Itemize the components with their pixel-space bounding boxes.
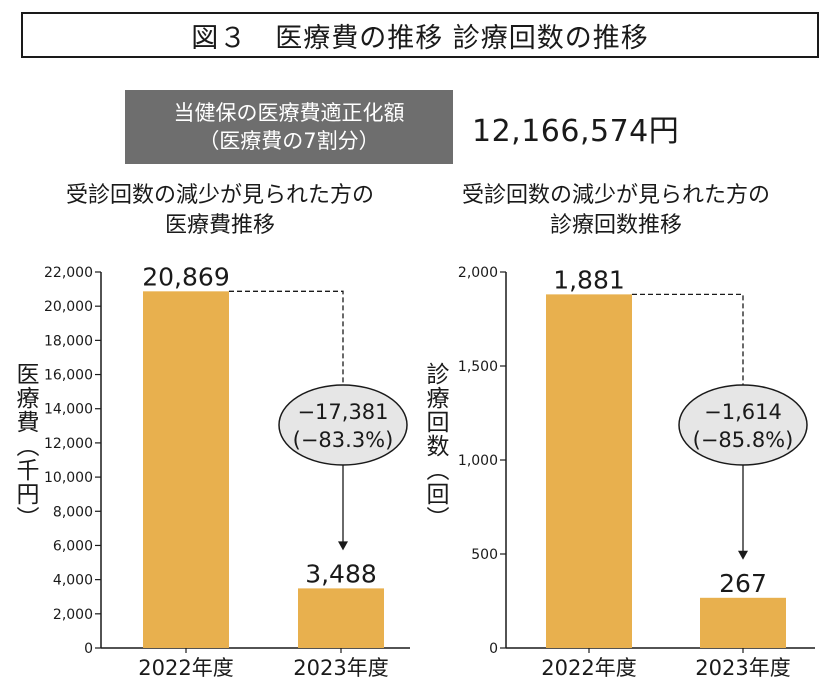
chart-1-ylabel: 医療費（千円） (12, 362, 38, 530)
chart-2-title: 受診回数の減少が見られた方の 診療回数推移 (416, 181, 816, 241)
summary-value: 12,166,574円 (472, 114, 680, 149)
chart-2-change-amount: −1,614 (704, 400, 782, 424)
chart-2-ytick-label: 2,000 (458, 265, 498, 281)
chart-1-ytick-label: 20,000 (44, 299, 93, 315)
chart-2-ytick-label: 500 (471, 547, 498, 563)
chart-1-ytick-label: 18,000 (44, 333, 93, 349)
chart-2-ytick-label: 1,000 (458, 453, 498, 469)
chart-2-ylabel: 診療回数（回） (422, 362, 448, 530)
chart-2-title-line1: 受診回数の減少が見られた方の (461, 183, 770, 208)
chart-2-bar-value-label: 1,881 (553, 265, 625, 294)
chart-2-category-label: 2023年度 (695, 656, 790, 680)
chart-1-ytick-label: 0 (84, 641, 93, 657)
chart-1-category-label: 2023年度 (293, 656, 388, 680)
chart-1-category-label: 2022年度 (138, 656, 233, 680)
summary-label-line2: （医療費の7割分） (198, 129, 380, 153)
summary-label-line1: 当健保の医療費適正化額 (173, 101, 405, 125)
chart-1-ytick-label: 4,000 (53, 573, 93, 589)
chart-1-ytick-label: 14,000 (44, 402, 93, 418)
chart-2-change-bubble (678, 384, 808, 466)
chart-2-category-label: 2022年度 (541, 656, 636, 680)
chart-1-ytick-label: 12,000 (44, 436, 93, 452)
chart-2-bar-value-label: 267 (719, 569, 767, 598)
chart-1-change-bubble (278, 384, 408, 466)
chart-2-ytick-label: 1,500 (458, 359, 498, 375)
chart-1-ytick-label: 10,000 (44, 470, 93, 486)
summary-label-box: 当健保の医療費適正化額 （医療費の7割分） (125, 90, 453, 164)
chart-1-ytick-label: 16,000 (44, 368, 93, 384)
chart-1-title-line2: 医療費推移 (164, 213, 275, 238)
chart-1-ytick-label: 8,000 (53, 504, 93, 520)
chart-2-ytick-label: 0 (489, 641, 498, 657)
chart-1-ytick-label: 2,000 (53, 607, 93, 623)
chart-1-ytick-label: 22,000 (44, 265, 93, 281)
figure-title: 図３ 医療費の推移 診療回数の推移 (21, 12, 819, 58)
chart-1-change-connector (229, 290, 344, 385)
chart-2-change-connector (632, 293, 744, 385)
chart-1-change-arrow-head (338, 541, 348, 551)
chart-2-change-percent: (−85.8%) (693, 428, 794, 452)
chart-1-bar (298, 588, 384, 648)
chart-1-bar (143, 291, 229, 648)
chart-2-change-arrow-head (738, 550, 748, 560)
chart-1-bar-value-label: 3,488 (305, 559, 377, 588)
chart-2-bar (546, 294, 632, 648)
chart-1-title-line1: 受診回数の減少が見られた方の (65, 183, 374, 208)
chart-1-bar-value-label: 20,869 (142, 262, 229, 291)
chart-1-ytick-label: 6,000 (53, 538, 93, 554)
chart-2-title-line2: 診療回数推移 (549, 213, 682, 238)
chart-2-bar (700, 597, 786, 648)
chart-1-change-percent: (−83.3%) (293, 428, 394, 452)
chart-1-title: 受診回数の減少が見られた方の 医療費推移 (20, 181, 420, 241)
chart-1-change-amount: −17,381 (297, 400, 388, 424)
